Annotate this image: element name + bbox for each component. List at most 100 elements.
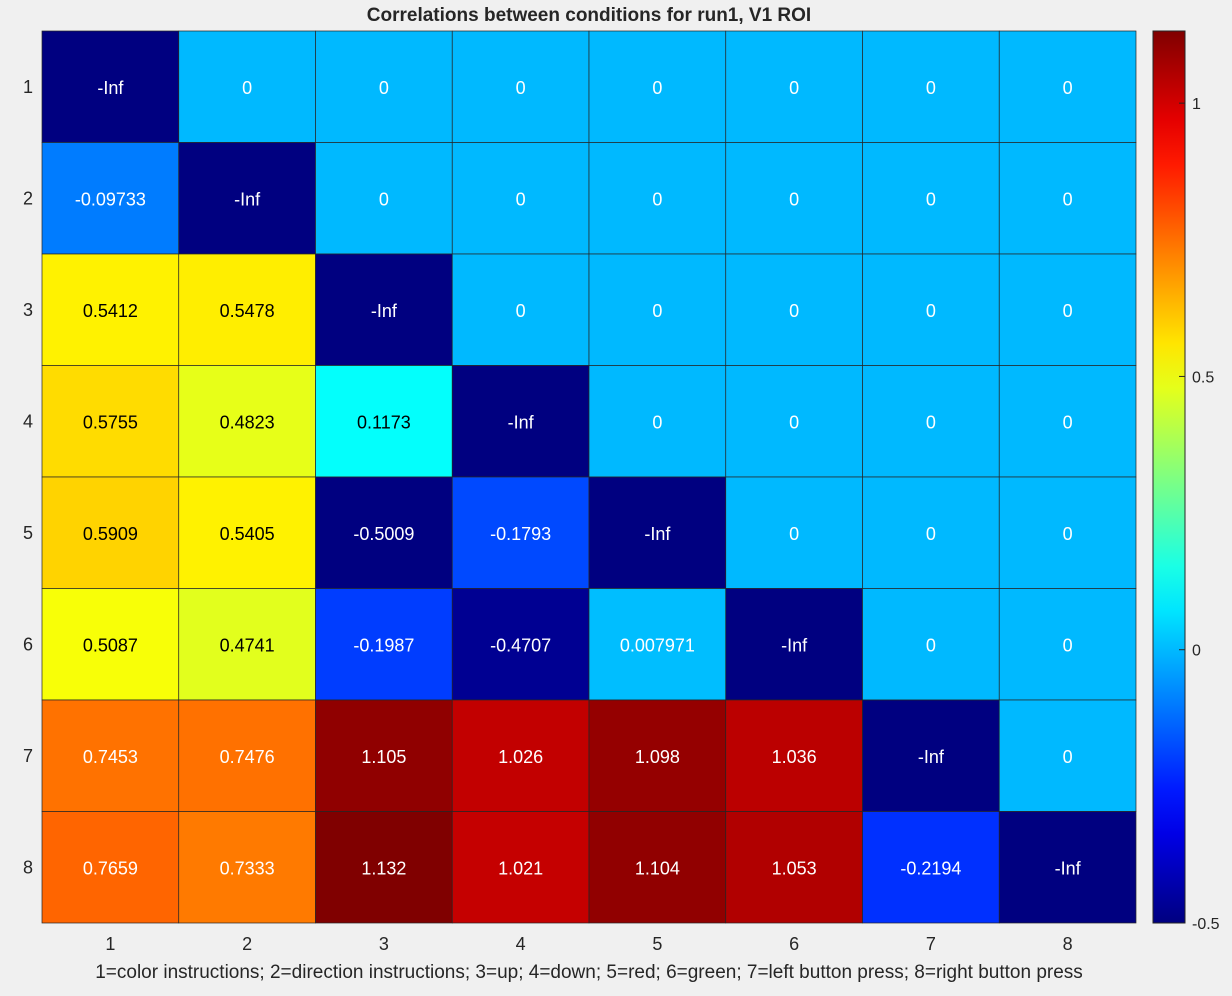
heatmap-cell-r5-c4 <box>451 476 590 589</box>
cell-label-r6-c3: -0.1987 <box>353 635 414 655</box>
cell-label-r4-c3: 0.1173 <box>357 412 411 432</box>
heatmap-cell-r7-c5 <box>588 699 727 812</box>
cell-label-r1-c1: -Inf <box>97 78 124 98</box>
cell-label-r5-c5: -Inf <box>644 524 671 544</box>
cell-label-r8-c2: 0.7333 <box>220 858 275 878</box>
colorbar-tick-label: 0.5 <box>1192 369 1214 386</box>
heatmap-cell-r2-c8 <box>998 142 1137 255</box>
heatmap-cells: -Inf 0 0 0 0 0 0 0 -0.09733 -Inf 0 0 0 0 0 0 0.5412 0.547… <box>41 30 1137 924</box>
cell-label-r7-c3: 1.105 <box>361 747 406 767</box>
y-tick-label-8: 8 <box>23 857 33 877</box>
heatmap-cell-r5-c8 <box>998 476 1137 589</box>
colorbar-tick-label: 0 <box>1192 643 1201 660</box>
heatmap-cell-r2-c6 <box>725 142 863 255</box>
colorbar <box>1152 30 1186 924</box>
cell-label-r1-c3: 0 <box>379 78 389 98</box>
y-tick-label-7: 7 <box>23 746 33 766</box>
cell-label-r3-c2: 0.5478 <box>220 301 275 321</box>
heatmap-cell-r5-c3 <box>315 476 453 589</box>
cell-label-r3-c8: 0 <box>1063 301 1073 321</box>
heatmap-cell-r5-c6 <box>725 476 863 589</box>
cell-label-r5-c6: 0 <box>789 524 799 544</box>
cell-label-r3-c7: 0 <box>926 301 936 321</box>
cell-label-r6-c1: 0.5087 <box>83 635 138 655</box>
heatmap-cell-r4-c2 <box>178 365 316 478</box>
cell-label-r7-c4: 1.026 <box>498 747 543 767</box>
cell-label-r8-c4: 1.021 <box>498 858 543 878</box>
heatmap-cell-r4-c7 <box>862 365 1000 478</box>
heatmap-cell-r8-c4 <box>451 811 590 924</box>
y-tick-label-5: 5 <box>23 523 33 543</box>
cell-label-r6-c2: 0.4741 <box>220 635 275 655</box>
heatmap-cell-r6-c7 <box>862 588 1000 701</box>
heatmap-cell-r6-c4 <box>451 588 590 701</box>
cell-label-r7-c7: -Inf <box>918 747 945 767</box>
cell-label-r8-c8: -Inf <box>1055 858 1082 878</box>
heatmap-cell-r6-c5 <box>588 588 727 701</box>
heatmap-cell-r2-c2 <box>178 142 316 255</box>
cell-label-r1-c6: 0 <box>789 78 799 98</box>
heatmap-cell-r3-c1 <box>41 253 180 366</box>
y-axis-ticks: 1 2 3 4 5 6 7 8 <box>23 77 33 878</box>
heatmap-cell-r5-c5 <box>588 476 727 589</box>
heatmap-cell-r3-c6 <box>725 253 863 366</box>
cell-label-r3-c6: 0 <box>789 301 799 321</box>
heatmap-cell-r5-c7 <box>862 476 1000 589</box>
cell-label-r8-c7: -0.2194 <box>900 858 961 878</box>
heatmap-cell-r3-c7 <box>862 253 1000 366</box>
heatmap-cell-r7-c7 <box>862 699 1000 812</box>
cell-label-r6-c5: 0.007971 <box>620 635 695 655</box>
cell-label-r3-c1: 0.5412 <box>83 301 138 321</box>
x-tick-label-7: 7 <box>926 934 936 954</box>
x-tick-label-6: 6 <box>789 934 799 954</box>
heatmap-cell-r8-c8 <box>998 811 1137 924</box>
y-tick-label-6: 6 <box>23 634 33 654</box>
cell-label-r4-c7: 0 <box>926 412 936 432</box>
heatmap-cell-r2-c5 <box>588 142 727 255</box>
heatmap-cell-r6-c6 <box>725 588 863 701</box>
heatmap-cell-r7-c1 <box>41 699 180 812</box>
cell-label-r7-c2: 0.7476 <box>220 747 275 767</box>
cell-label-r6-c6: -Inf <box>781 635 808 655</box>
x-axis-label: 1=color instructions; 2=direction instru… <box>95 962 1083 983</box>
heatmap-cell-r6-c2 <box>178 588 316 701</box>
heatmap-cell-r8-c6 <box>725 811 863 924</box>
cell-label-r1-c2: 0 <box>242 78 252 98</box>
cell-label-r4-c4: -Inf <box>508 412 535 432</box>
cell-label-r4-c1: 0.5755 <box>83 412 138 432</box>
cell-label-r2-c7: 0 <box>926 189 936 209</box>
heatmap-cell-r7-c8 <box>998 699 1137 812</box>
cell-label-r3-c3: -Inf <box>371 301 398 321</box>
cell-label-r7-c8: 0 <box>1063 747 1073 767</box>
heatmap-cell-r8-c5 <box>588 811 727 924</box>
cell-label-r4-c5: 0 <box>652 412 662 432</box>
heatmap-cell-r3-c4 <box>451 253 590 366</box>
colorbar-ticks: -0.5 0 0.5 1 <box>1179 96 1220 933</box>
cell-label-r1-c8: 0 <box>1063 78 1073 98</box>
cell-label-r5-c7: 0 <box>926 524 936 544</box>
heatmap-cell-r4-c3 <box>315 365 453 478</box>
y-tick-label-1: 1 <box>23 77 33 97</box>
cell-label-r2-c1: -0.09733 <box>75 189 146 209</box>
cell-label-r7-c6: 1.036 <box>772 747 817 767</box>
heatmap-cell-r8-c7 <box>862 811 1000 924</box>
cell-label-r8-c5: 1.104 <box>635 858 680 878</box>
cell-label-r5-c1: 0.5909 <box>83 524 138 544</box>
x-tick-label-5: 5 <box>652 934 662 954</box>
heatmap-cell-r1-c3 <box>315 30 453 143</box>
heatmap-cell-r1-c7 <box>862 30 1000 143</box>
cell-label-r2-c4: 0 <box>516 189 526 209</box>
cell-label-r3-c5: 0 <box>652 301 662 321</box>
x-axis-ticks: 1 2 3 4 5 6 7 8 <box>105 934 1072 954</box>
cell-label-r5-c4: -0.1793 <box>490 524 551 544</box>
heatmap-cell-r4-c5 <box>588 365 727 478</box>
y-tick-label-4: 4 <box>23 411 33 431</box>
cell-label-r1-c4: 0 <box>516 78 526 98</box>
x-tick-label-8: 8 <box>1063 934 1073 954</box>
cell-label-r4-c8: 0 <box>1063 412 1073 432</box>
cell-label-r3-c4: 0 <box>516 301 526 321</box>
heatmap-cell-r8-c3 <box>315 811 453 924</box>
heatmap-cell-r7-c2 <box>178 699 316 812</box>
y-tick-label-3: 3 <box>23 300 33 320</box>
cell-label-r2-c6: 0 <box>789 189 799 209</box>
